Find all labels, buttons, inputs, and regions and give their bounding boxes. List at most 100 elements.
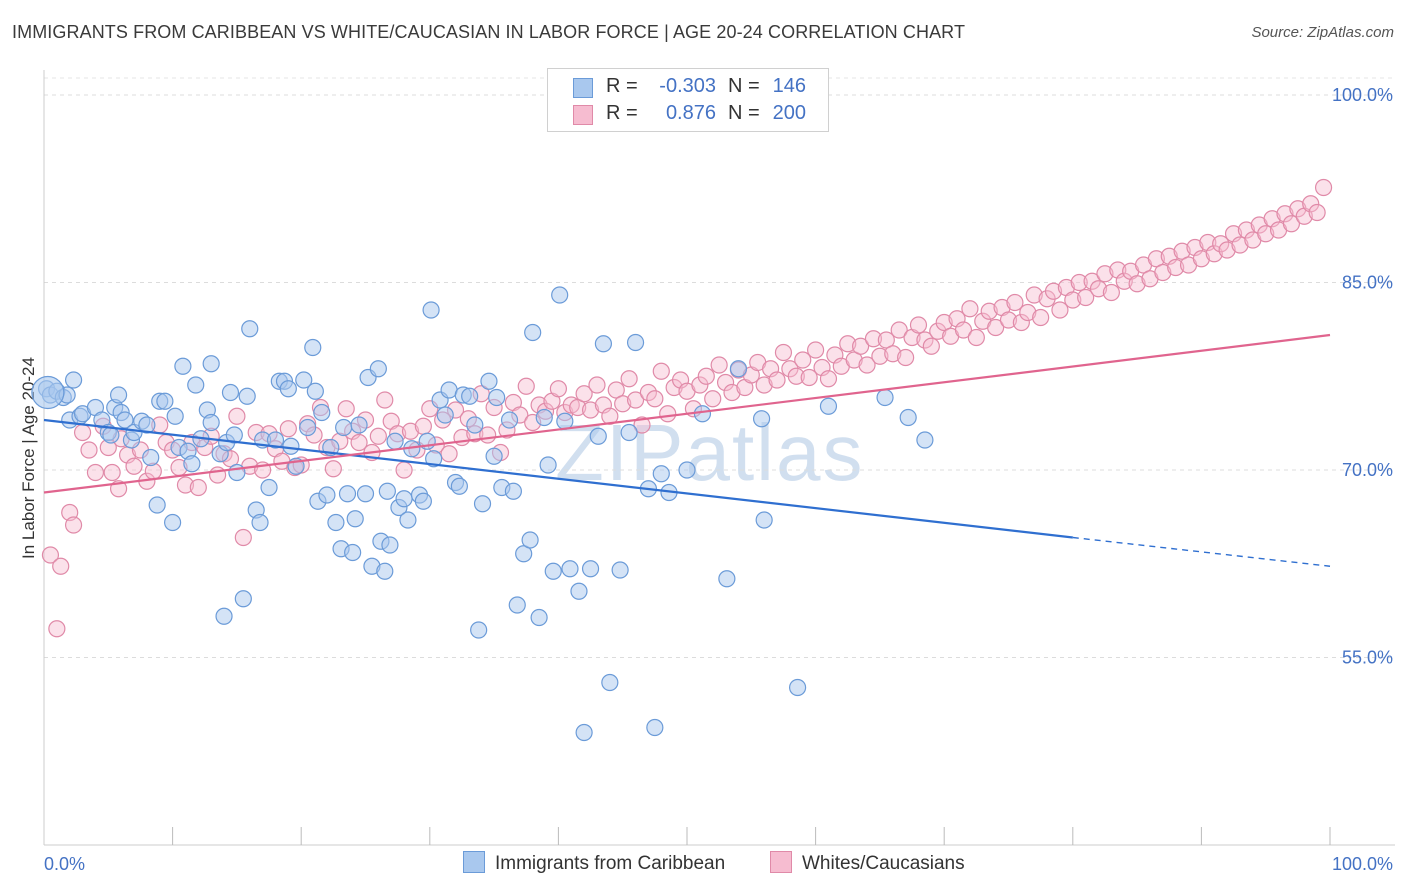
y-axis-title: In Labor Force | Age 20-24 [19,357,38,559]
caribbean-point [395,490,413,508]
caribbean-point [504,482,522,500]
whites-point [401,422,420,440]
caribbean-point [386,432,404,450]
caribbean-point [156,392,174,410]
caribbean-point [876,388,894,407]
whites-point [697,367,715,385]
whites-point [1192,250,1211,268]
whites-point [626,391,645,409]
caribbean-point [299,418,317,437]
caribbean-point [450,477,468,495]
whites-point [1237,221,1256,239]
whites-point [1128,275,1146,293]
caribbean-point [422,301,440,319]
caribbean-point [116,411,134,429]
source-credit: Source: ZipAtlas.com [1251,24,1394,41]
whites-trendline [43,333,1331,494]
bottom-legend-swatch-caribbean [463,851,485,873]
caribbean-point [620,423,638,442]
caribbean-point [530,608,548,627]
whites-point [1282,215,1301,233]
caribbean-point [594,335,613,353]
caribbean-point [183,455,201,473]
whites-point [877,331,895,349]
caribbean-point [260,478,278,497]
caribbean-point [678,461,696,479]
x-tick-label: 100.0% [1332,854,1393,874]
whites-point [1314,178,1333,197]
whites-point [581,401,600,419]
caribbean-point [202,413,220,432]
caribbean-point [470,621,488,639]
whites-point [1115,272,1133,290]
whites-point [620,370,638,388]
whites-point [935,313,953,332]
whites-point [845,351,863,369]
whites-point [103,463,121,482]
legend-r-value: 0.876 [665,102,716,124]
legend-r-label: R = [606,75,638,97]
whites-point [1276,205,1294,223]
correlation-legend: R = -0.303 N = 146 R = 0.876 N = 200 [547,68,829,132]
whites-point [916,331,934,349]
caribbean-point [652,465,670,483]
caribbean-point [225,426,243,444]
legend-r-value: -0.303 [659,75,716,97]
caribbean-point-cluster [31,375,65,410]
whites-point [350,433,368,452]
whites-point [954,321,973,339]
legend-n-label: N = [728,75,760,97]
whites-point [395,461,413,479]
caribbean-point [306,382,324,400]
caribbean-point [581,560,600,578]
caribbean-point [313,403,331,422]
caribbean-point [544,562,562,580]
bottom-legend-whites[interactable]: Whites/Caucasians [770,851,965,875]
caribbean-point [508,596,526,614]
caribbean-point [327,513,345,532]
bottom-legend-swatch-whites [770,851,792,873]
whites-point [369,427,387,445]
caribbean-point [611,561,629,579]
caribbean-point [399,511,417,529]
caribbean-point [561,560,579,578]
legend-row-whites: R = 0.876 N = 200 [548,102,828,128]
whites-point [1012,313,1030,332]
caribbean-point [473,495,492,513]
whites-point [1167,258,1185,277]
whites-point [704,390,722,408]
whites-point [575,385,593,403]
whites-point [228,407,246,425]
whites-point [1102,283,1120,302]
whites-point [1205,245,1223,263]
caribbean-point [693,405,712,423]
whites-point [1173,242,1191,260]
whites-point [1257,225,1275,243]
whites-point [1032,308,1050,327]
bottom-legend-caribbean[interactable]: Immigrants from Caribbean [463,851,725,875]
caribbean-point [234,590,252,608]
caribbean-point [752,410,771,428]
caribbean-point [202,355,220,373]
whites-point [324,460,342,478]
legend-n-value: 200 [772,102,806,124]
whites-point [414,417,432,435]
whites-point [852,337,870,355]
whites-point [1044,282,1063,300]
caribbean-point [304,338,322,357]
whites-point [1231,236,1249,254]
caribbean-point [819,397,838,415]
caribbean-point [282,437,300,455]
caribbean-point [466,416,484,434]
caribbean-point [788,678,807,697]
whites-point [800,368,818,387]
legend-swatch-caribbean [573,78,593,98]
caribbean-point [488,388,506,407]
whites-point [858,356,876,374]
caribbean-point [551,286,569,304]
caribbean-point [916,431,934,449]
caribbean-point [755,511,773,529]
caribbean-point [64,371,83,389]
whites-point [125,457,143,475]
